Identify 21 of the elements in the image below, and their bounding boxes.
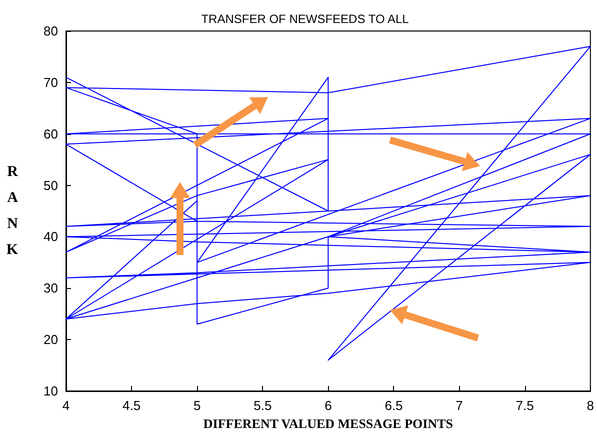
y-axis-title: RANK xyxy=(6,164,18,258)
x-tick-label: 6 xyxy=(324,398,332,413)
y-tick-label: 80 xyxy=(44,24,58,38)
x-tick-label: 7.5 xyxy=(516,398,534,413)
y-tick-label: 30 xyxy=(44,280,58,296)
x-tick-label: 4.5 xyxy=(122,398,141,413)
y-tick-label: 60 xyxy=(44,126,58,142)
x-tick-label: 5 xyxy=(193,398,201,413)
chart-title: TRANSFER OF NEWSFEEDS TO ALL xyxy=(201,12,410,26)
y-tick-label: 20 xyxy=(44,332,58,348)
x-tick-label: 8 xyxy=(586,398,594,413)
x-tick-label: 7 xyxy=(456,398,463,413)
y-tick-label: 50 xyxy=(44,178,58,193)
x-axis-title: DIFFERENT VALUED MESSAGE POINTS xyxy=(203,416,453,431)
x-tick-label: 5.5 xyxy=(254,398,272,413)
line-series xyxy=(66,46,591,361)
x-tick-label: 6.5 xyxy=(384,398,403,413)
x-tick-label: 4 xyxy=(62,398,70,413)
y-tick-label: 10 xyxy=(44,384,58,398)
y-tick-label: 40 xyxy=(44,229,58,244)
y-tick-label: 70 xyxy=(44,74,58,90)
